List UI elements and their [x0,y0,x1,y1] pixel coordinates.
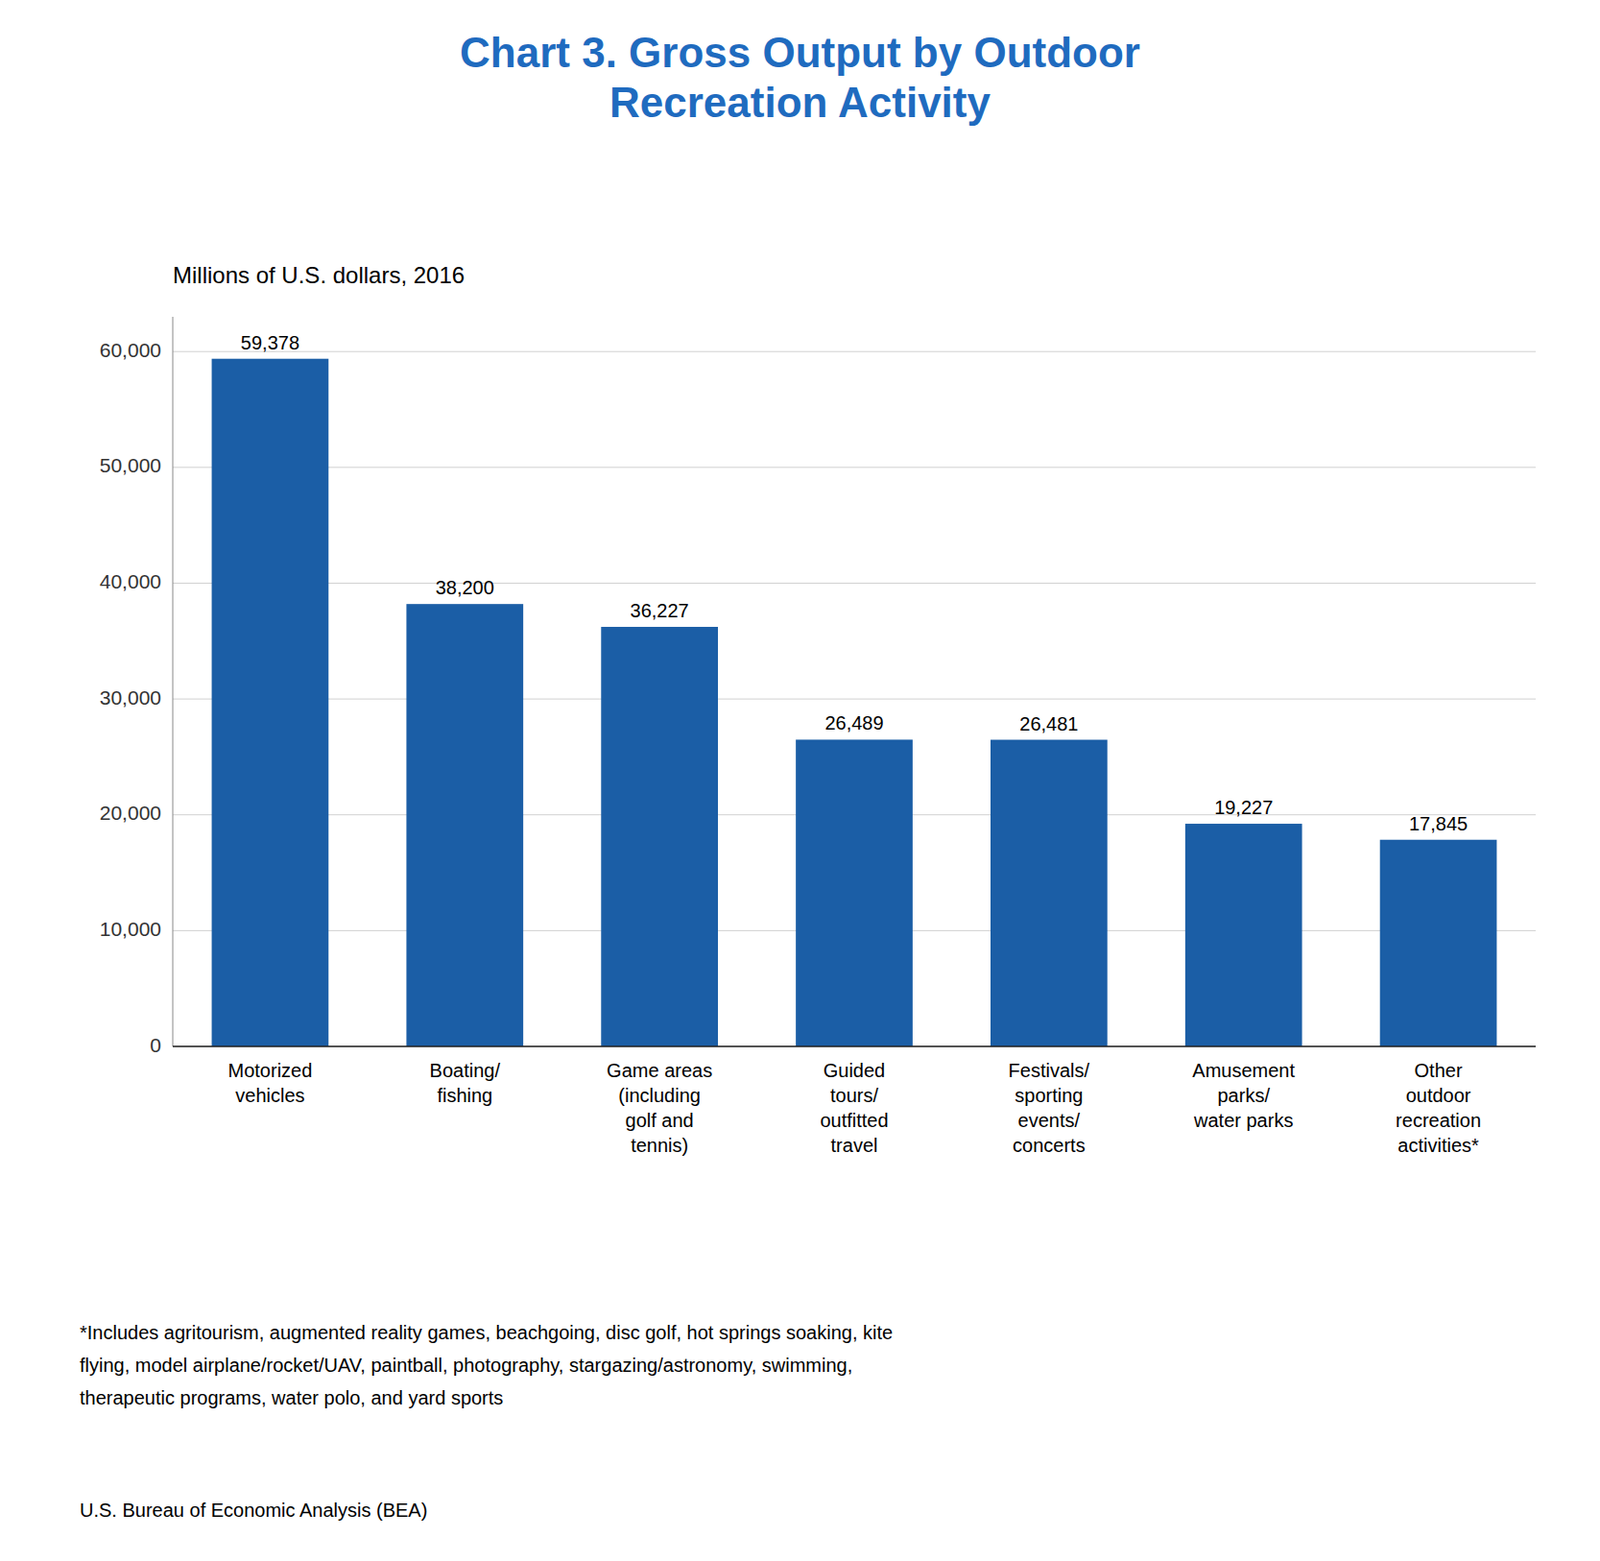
x-tick-label: Otheroutdoorrecreationactivities* [1395,1059,1481,1156]
bar [600,626,718,1047]
data-label: 19,227 [1214,796,1273,818]
bar [405,603,524,1047]
y-tick-label: 0 [149,1033,162,1056]
source: U.S. Bureau of Economic Analysis (BEA) [79,1499,428,1521]
bar [1185,823,1303,1047]
grid [172,351,1536,1047]
bar [795,739,913,1047]
bar [212,358,330,1047]
bar [1380,839,1498,1047]
footnote: flying, model airplane/rocket/UAV, paint… [79,1354,853,1376]
data-label: 17,845 [1408,812,1468,835]
grid-line [172,466,1536,468]
grid-line [172,582,1536,584]
x-tick-label: Festivals/sportingevents/concerts [1008,1059,1091,1156]
y-tick-label: 10,000 [99,917,162,940]
footnote: *Includes agritourism, augmented reality… [79,1321,893,1343]
footnote: therapeutic programs, water polo, and ya… [79,1386,503,1409]
y-axis-line [172,316,174,1047]
y-tick-label: 60,000 [99,338,162,361]
y-tick-label: 30,000 [99,686,162,709]
x-tick-label: Amusementparks/water parks [1192,1059,1295,1131]
data-label: 26,489 [824,712,884,734]
bar [990,740,1108,1047]
grid-line [172,698,1536,700]
x-tick-label: Boating/fishing [429,1059,502,1106]
title: Chart 3. Gross Output by OutdoorRecreati… [459,28,1141,126]
x-axis-line [172,1045,1536,1048]
chart: Chart 3. Gross Output by OutdoorRecreati… [0,0,1600,1561]
grid-line [172,1046,1536,1048]
x-tick-label: Guidedtours/outfittedtravel [819,1059,888,1156]
x-tick-label: Motorizedvehicles [228,1059,313,1106]
data-label: 26,481 [1019,713,1078,735]
data-label: 38,200 [435,576,495,598]
background [0,0,1600,1561]
data-label: 36,227 [630,599,690,621]
y-tick-label: 40,000 [99,570,162,593]
y-tick-label: 50,000 [99,453,162,477]
grid-line [172,351,1536,353]
bars [212,358,1498,1047]
subtitle: Millions of U.S. dollars, 2016 [172,262,465,288]
y-tick-label: 20,000 [99,801,162,824]
x-tick-label: Game areas(includinggolf andtennis) [606,1059,713,1156]
data-label: 59,378 [240,332,300,354]
